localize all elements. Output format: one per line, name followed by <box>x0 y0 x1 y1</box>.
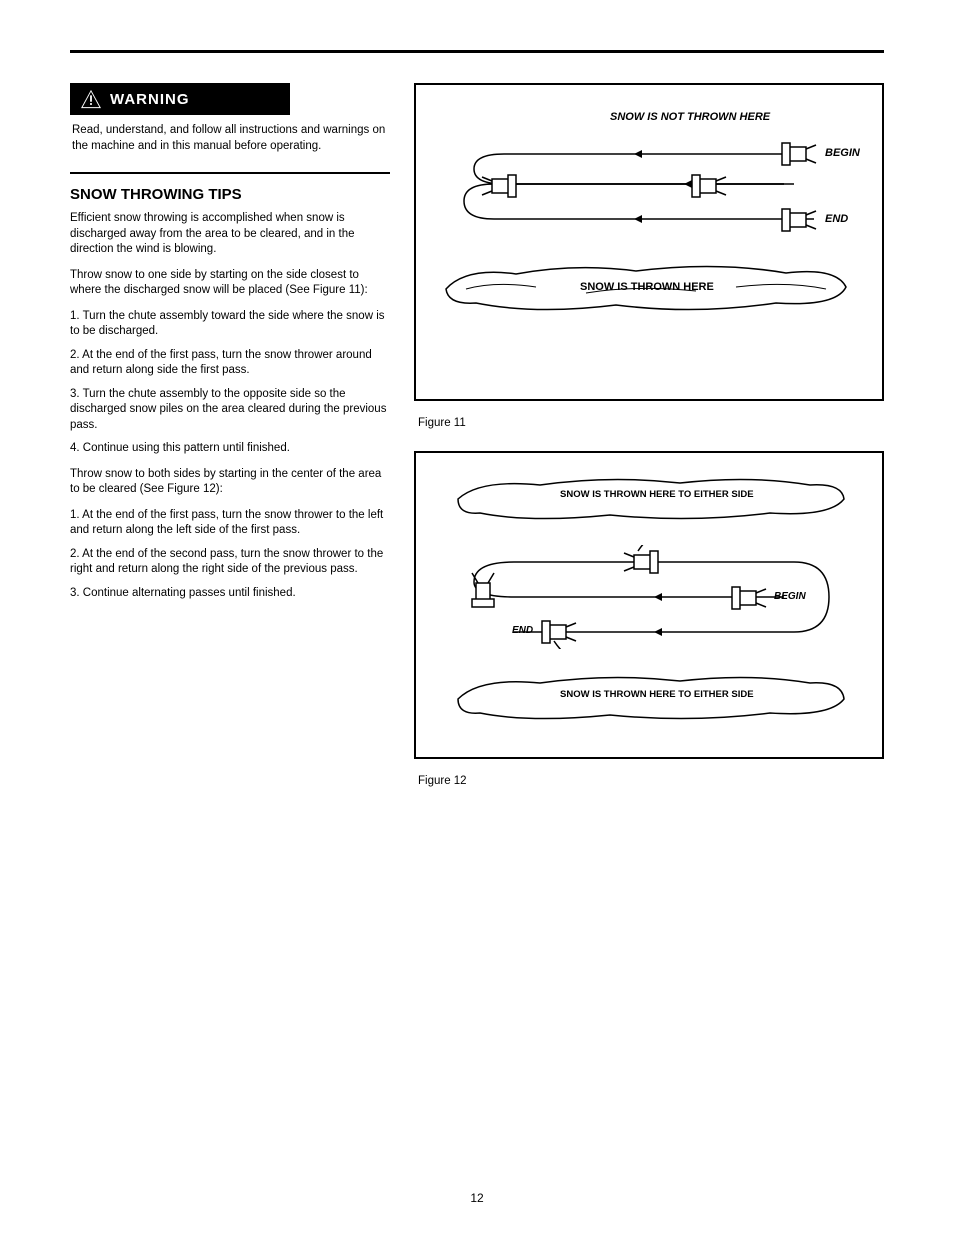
thrower-icon <box>540 615 580 649</box>
header-rule <box>70 50 884 53</box>
list-item: 2. At the end of the first pass, turn th… <box>70 348 390 379</box>
figure-12-diagram: SNOW IS THROWN HERE TO EITHER SIDE BEGIN… <box>430 467 868 747</box>
list-item: 3. Continue alternating passes until fin… <box>70 586 390 602</box>
section-rule <box>70 172 390 174</box>
fig12-bottom-label: SNOW IS THROWN HERE TO EITHER SIDE <box>560 689 754 700</box>
one-side-steps: 1. Turn the chute assembly toward the si… <box>70 309 390 457</box>
thrower-icon <box>466 569 500 613</box>
figure-11: SNOW IS NOT THROWN HERE BEGIN END SNOW I… <box>414 83 884 401</box>
thrower-icon <box>780 203 820 237</box>
step-text: 1. At the end of the first pass, turn th… <box>70 508 390 539</box>
step-text: 3. Continue alternating passes until fin… <box>70 586 296 602</box>
step-text: 1. Turn the chute assembly toward the si… <box>70 309 390 340</box>
fig11-top-label: SNOW IS NOT THROWN HERE <box>610 111 770 123</box>
fig11-bottom-label: SNOW IS THROWN HERE <box>580 281 714 293</box>
figure-11-diagram: SNOW IS NOT THROWN HERE BEGIN END SNOW I… <box>430 99 868 389</box>
warning-triangle-icon <box>80 89 102 109</box>
list-item: 1. At the end of the first pass, turn th… <box>70 508 390 539</box>
left-column: WARNING Read, understand, and follow all… <box>70 83 390 809</box>
intro-paragraph: Efficient snow throwing is accomplished … <box>70 211 390 258</box>
step-text: 2. At the end of the first pass, turn th… <box>70 348 390 379</box>
figure-12: SNOW IS THROWN HERE TO EITHER SIDE BEGIN… <box>414 451 884 759</box>
both-sides-intro: Throw snow to both sides by starting in … <box>70 467 390 498</box>
one-side-intro: Throw snow to one side by starting on th… <box>70 268 390 299</box>
thrower-icon <box>620 545 660 579</box>
page-number: 12 <box>0 1191 954 1205</box>
fig12-begin: BEGIN <box>774 591 806 602</box>
figure-11-caption: Figure 11 <box>418 417 884 429</box>
section-title: SNOW THROWING TIPS <box>70 186 390 203</box>
step-text: 2. At the end of the second pass, turn t… <box>70 547 390 578</box>
warning-label: WARNING <box>110 91 190 108</box>
list-item: 1. Turn the chute assembly toward the si… <box>70 309 390 340</box>
warning-header: WARNING <box>70 83 290 115</box>
thrower-icon <box>730 581 770 615</box>
figure-12-caption: Figure 12 <box>418 775 884 787</box>
step-text: 4. Continue using this pattern until fin… <box>70 441 290 457</box>
fig12-top-label: SNOW IS THROWN HERE TO EITHER SIDE <box>560 489 754 500</box>
list-item: 3. Turn the chute assembly to the opposi… <box>70 387 390 434</box>
list-item: 4. Continue using this pattern until fin… <box>70 441 390 457</box>
fig11-begin: BEGIN <box>825 147 860 159</box>
fig11-end: END <box>825 213 848 225</box>
step-text: 3. Turn the chute assembly to the opposi… <box>70 387 390 434</box>
thrower-icon <box>690 169 730 203</box>
list-item: 2. At the end of the second pass, turn t… <box>70 547 390 578</box>
both-sides-steps: 1. At the end of the first pass, turn th… <box>70 508 390 602</box>
warning-text: Read, understand, and follow all instruc… <box>70 115 390 166</box>
right-column: SNOW IS NOT THROWN HERE BEGIN END SNOW I… <box>414 83 884 809</box>
content-row: WARNING Read, understand, and follow all… <box>70 83 884 809</box>
thrower-icon <box>478 169 518 203</box>
fig12-end: END <box>512 625 533 636</box>
thrower-icon <box>780 137 820 171</box>
